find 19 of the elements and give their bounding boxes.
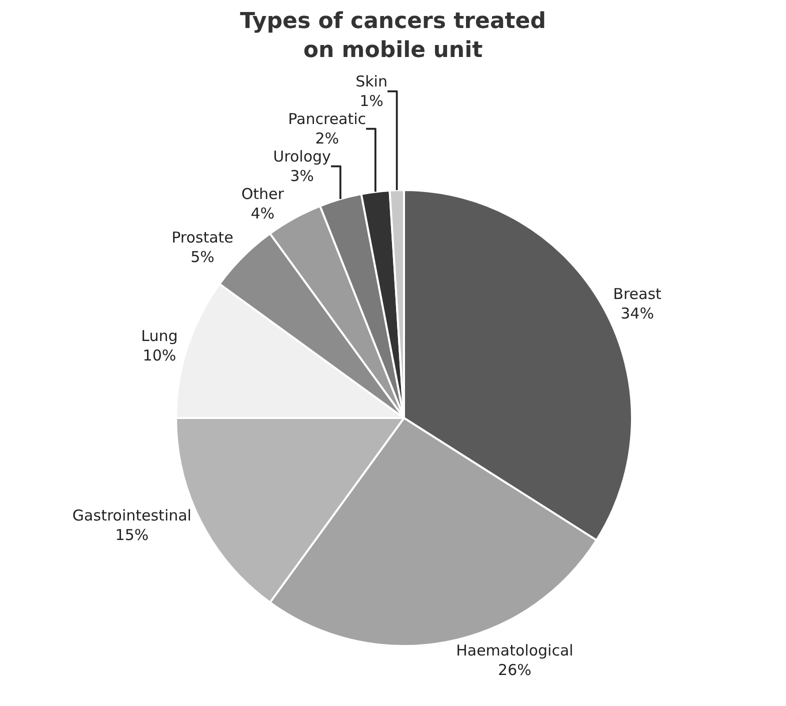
slice-label: Breast: [613, 285, 662, 304]
data-label: 3%: [290, 167, 314, 186]
chart-title: Types of cancers treated on mobile unit: [240, 9, 546, 63]
slice-label: Lung: [141, 327, 178, 346]
data-label: 15%: [115, 526, 149, 544]
data-label: 1%: [360, 92, 384, 110]
slice-label: Haematological: [456, 641, 574, 660]
slice-label: Prostate: [172, 228, 234, 247]
data-label: 34%: [620, 304, 654, 323]
data-label: 10%: [142, 346, 176, 365]
data-label: 26%: [498, 660, 532, 679]
slice-label: Urology: [273, 148, 332, 166]
data-label: 4%: [250, 204, 275, 223]
slice-label: Other: [241, 185, 285, 204]
slice-label: Pancreatic: [288, 110, 366, 128]
slice-label: Gastrointestinal: [72, 506, 192, 525]
slice-label: Skin: [356, 72, 388, 91]
data-label: 5%: [190, 248, 214, 266]
data-label: 2%: [315, 130, 340, 148]
